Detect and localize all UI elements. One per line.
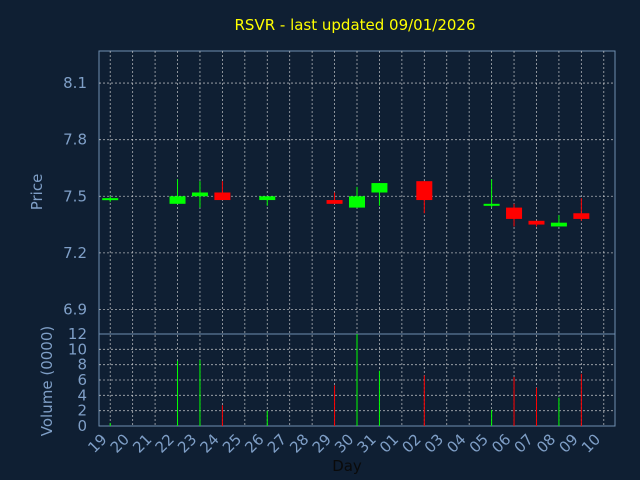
volume-tick-label: 2: [77, 402, 87, 420]
candle-body: [371, 183, 388, 193]
candle-body: [326, 200, 343, 204]
volume-tick-label: 8: [77, 356, 87, 374]
volume-bars: [109, 334, 582, 426]
candle-body: [259, 196, 276, 201]
candle-body: [483, 203, 500, 206]
candle-body: [191, 192, 208, 197]
candle-body: [416, 181, 433, 201]
candle-body: [506, 207, 523, 219]
candle-body: [528, 220, 545, 225]
price-tick-label: 6.9: [63, 300, 87, 318]
price-tick-label: 7.5: [63, 187, 87, 205]
candle-body: [573, 213, 590, 219]
volume-tick-label: 0: [77, 417, 87, 435]
price-tick-label: 7.8: [63, 131, 87, 149]
price-axis-ticks: 6.9 7.2 7.5 7.8 8.1: [63, 74, 87, 318]
candle-body: [214, 192, 231, 201]
candle-body: [102, 198, 119, 201]
volume-tick-label: 6: [77, 371, 87, 389]
volume-tick-label: 10: [68, 340, 87, 358]
price-tick-label: 8.1: [63, 74, 87, 92]
price-tick-label: 7.2: [63, 244, 87, 262]
volume-axis-label: Volume (0000): [38, 326, 56, 436]
day-axis-label: Day: [332, 457, 362, 475]
candlesticks: [102, 179, 590, 227]
price-axis-label: Price: [28, 174, 46, 211]
volume-tick-label: 4: [77, 386, 87, 404]
chart-title: RSVR - last updated 09/01/2026: [235, 16, 476, 34]
candle-body: [169, 196, 186, 204]
day-axis-ticks: 1920212223242526272829303101020304050607…: [84, 430, 604, 456]
candle-body: [550, 222, 567, 227]
candle-body: [349, 196, 365, 208]
day-tick-label: 10: [578, 430, 604, 456]
volume-tick-label: 12: [68, 325, 87, 343]
